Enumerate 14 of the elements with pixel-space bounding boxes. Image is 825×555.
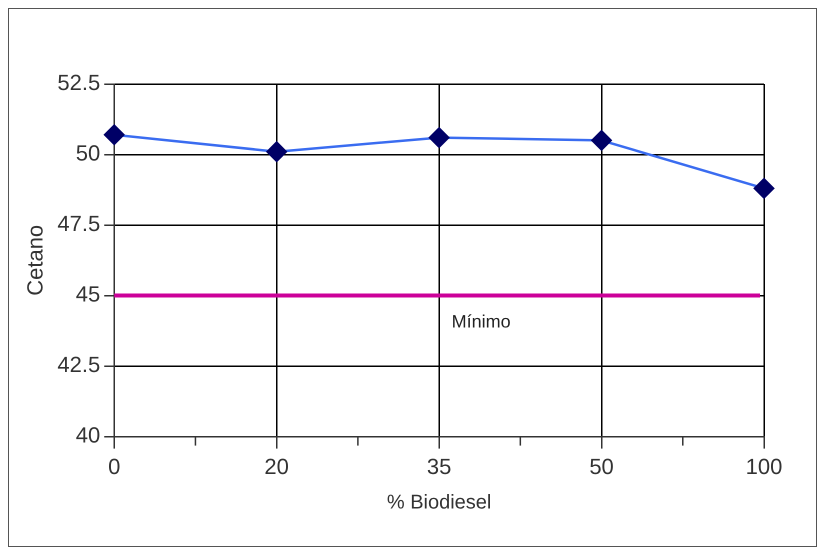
- x-tick-label: 100: [746, 454, 782, 479]
- y-axis-title: Cetano: [22, 224, 48, 296]
- y-tick-label: 47.5: [57, 211, 100, 236]
- x-tick-label: 35: [426, 454, 452, 479]
- y-tick-label: 40: [76, 422, 100, 448]
- ref-line-label: Mínimo: [452, 312, 511, 332]
- x-tick-label: 0: [108, 454, 120, 479]
- y-tick-label: 42.5: [57, 352, 100, 378]
- x-tick-label: 20: [264, 454, 289, 479]
- y-tick-label: 45: [76, 282, 100, 307]
- x-axis-title: % Biodiesel: [386, 492, 492, 514]
- y-tick-label: 52.5: [57, 70, 100, 96]
- y-tick-label: 50: [76, 140, 100, 166]
- x-tick-label: 50: [589, 454, 614, 479]
